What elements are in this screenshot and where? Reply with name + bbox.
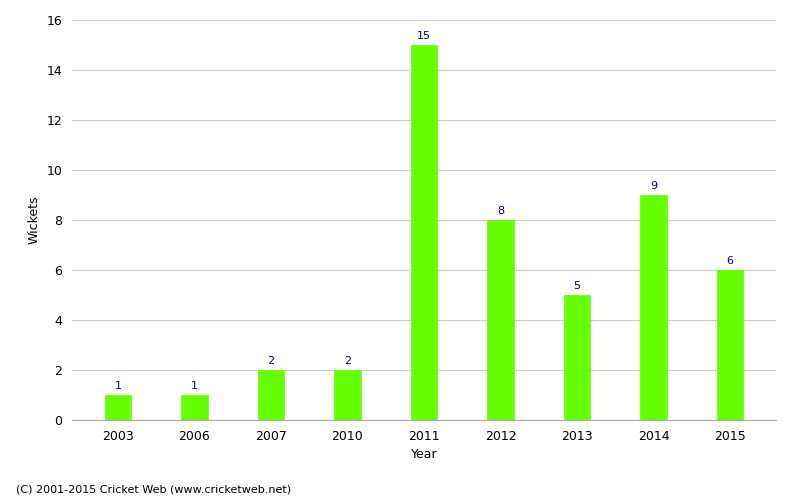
Text: 5: 5 — [574, 281, 581, 291]
Text: 2: 2 — [344, 356, 351, 366]
Text: (C) 2001-2015 Cricket Web (www.cricketweb.net): (C) 2001-2015 Cricket Web (www.cricketwe… — [16, 485, 291, 495]
Text: 1: 1 — [191, 381, 198, 391]
Bar — [640, 195, 667, 420]
Text: 15: 15 — [417, 31, 431, 42]
X-axis label: Year: Year — [410, 448, 438, 462]
Text: 8: 8 — [497, 206, 504, 216]
Bar — [334, 370, 361, 420]
Text: 2: 2 — [267, 356, 274, 366]
Y-axis label: Wickets: Wickets — [28, 196, 41, 244]
Text: 9: 9 — [650, 181, 657, 191]
Bar — [258, 370, 284, 420]
Bar — [487, 220, 514, 420]
Bar — [105, 395, 131, 420]
Bar — [564, 295, 590, 420]
Bar — [181, 395, 208, 420]
Text: 1: 1 — [114, 381, 122, 391]
Bar — [717, 270, 743, 420]
Bar — [410, 45, 438, 420]
Text: 6: 6 — [726, 256, 734, 266]
